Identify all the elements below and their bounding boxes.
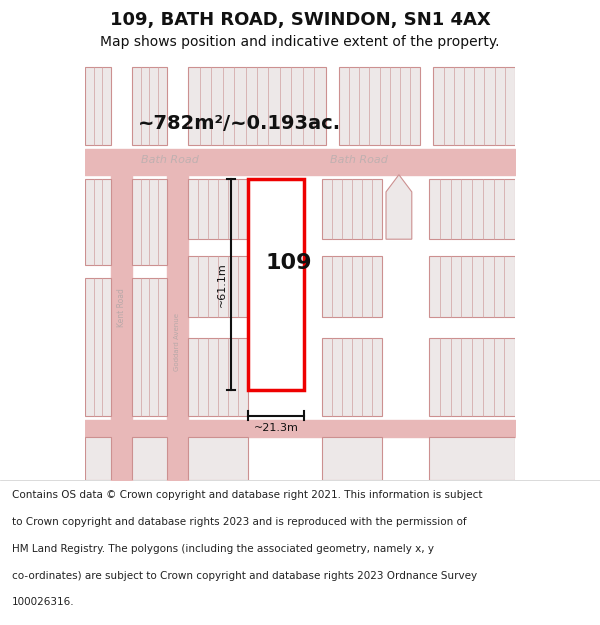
Bar bbox=[188, 256, 248, 317]
Text: 109, BATH ROAD, SWINDON, SN1 4AX: 109, BATH ROAD, SWINDON, SN1 4AX bbox=[110, 11, 490, 29]
Bar bbox=[85, 437, 111, 480]
Polygon shape bbox=[386, 175, 412, 239]
Bar bbox=[429, 256, 515, 317]
Bar bbox=[188, 338, 248, 416]
Text: to Crown copyright and database rights 2023 and is reproduced with the permissio: to Crown copyright and database rights 2… bbox=[12, 517, 467, 527]
Bar bbox=[85, 179, 111, 265]
Bar bbox=[188, 179, 248, 239]
Bar bbox=[322, 437, 382, 480]
Text: Bath Road: Bath Road bbox=[141, 154, 199, 164]
Bar bbox=[429, 437, 515, 480]
Bar bbox=[429, 179, 515, 239]
Bar bbox=[188, 437, 248, 480]
Text: ~782m²/~0.193ac.: ~782m²/~0.193ac. bbox=[138, 114, 341, 132]
Text: co-ordinates) are subject to Crown copyright and database rights 2023 Ordnance S: co-ordinates) are subject to Crown copyr… bbox=[12, 571, 477, 581]
Text: Contains OS data © Crown copyright and database right 2021. This information is : Contains OS data © Crown copyright and d… bbox=[12, 490, 482, 500]
Bar bbox=[322, 179, 382, 239]
Bar bbox=[188, 68, 326, 144]
Text: 100026316.: 100026316. bbox=[12, 598, 74, 608]
Bar bbox=[322, 338, 382, 416]
Text: Map shows position and indicative extent of the property.: Map shows position and indicative extent… bbox=[100, 35, 500, 49]
Bar bbox=[248, 179, 304, 390]
Text: ~21.3m: ~21.3m bbox=[254, 423, 299, 433]
Text: Goddard Avenue: Goddard Avenue bbox=[175, 313, 181, 371]
Text: Kent Road: Kent Road bbox=[117, 289, 126, 328]
Text: ~61.1m: ~61.1m bbox=[217, 262, 227, 307]
Bar bbox=[132, 179, 167, 265]
Text: 109: 109 bbox=[266, 253, 313, 273]
Text: HM Land Registry. The polygons (including the associated geometry, namely x, y: HM Land Registry. The polygons (includin… bbox=[12, 544, 434, 554]
Bar bbox=[338, 68, 421, 144]
Bar bbox=[132, 278, 167, 416]
Bar bbox=[85, 278, 111, 416]
Bar bbox=[322, 256, 382, 317]
Bar bbox=[132, 437, 167, 480]
Bar bbox=[132, 68, 167, 144]
Bar bbox=[85, 68, 111, 144]
Bar bbox=[429, 338, 515, 416]
Text: Bath Road: Bath Road bbox=[330, 154, 388, 164]
Bar bbox=[433, 68, 515, 144]
